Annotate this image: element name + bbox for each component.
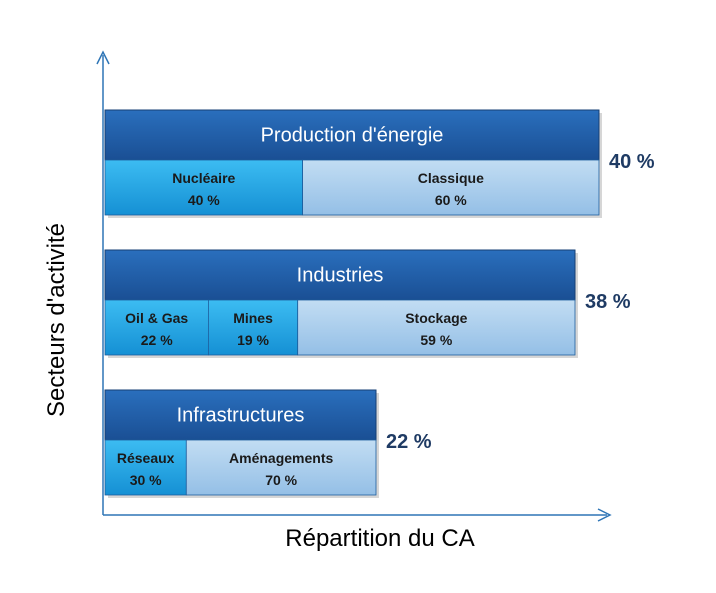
- segment-value-reseaux: 30 %: [130, 472, 162, 488]
- sector-infrastructures: Infrastructures Réseaux 30 % Aménagements 70…: [104, 389, 432, 498]
- segment-bar-oil-gas: [104, 299, 209, 356]
- sector-production-d-energie: Production d'énergie Nucléaire 40 % Classiq…: [104, 109, 655, 218]
- segment-bar-stockage: [297, 299, 576, 356]
- segment-bar-amenagements: [185, 439, 377, 496]
- sector-header-bar: [104, 389, 377, 441]
- segment-name-amenagements: Aménagements: [229, 450, 333, 466]
- segment-name-mines: Mines: [233, 310, 273, 326]
- segment-name-stockage: Stockage: [405, 310, 467, 326]
- sector-header-bar: [104, 249, 576, 301]
- sector-share-label: 40 %: [609, 151, 655, 173]
- segment-value-classique: 60 %: [435, 192, 467, 208]
- x-axis-title: Répartition du CA: [285, 525, 474, 552]
- segment-name-oil-gas: Oil & Gas: [125, 310, 188, 326]
- sector-share-label: 38 %: [585, 291, 631, 313]
- segment-value-oil-gas: 22 %: [141, 332, 173, 348]
- y-axis-title: Secteurs d'activité: [43, 223, 70, 417]
- sector-bars: Production d'énergie Nucléaire 40 % Classiq…: [104, 109, 655, 498]
- sector-title: Production d'énergie: [261, 124, 444, 146]
- segment-value-nucleaire: 40 %: [188, 192, 220, 208]
- segment-name-classique: Classique: [418, 170, 484, 186]
- segment-bar-nucleaire: [104, 159, 304, 216]
- segment-name-nucleaire: Nucléaire: [172, 170, 235, 186]
- segment-name-reseaux: Réseaux: [117, 450, 175, 466]
- sector-industries: Industries Oil & Gas 22 % Mines 19 % Stockage…: [104, 249, 631, 358]
- segment-value-stockage: 59 %: [420, 332, 452, 348]
- x-axis-arrowhead: [597, 508, 612, 522]
- segment-bar-reseaux: [104, 439, 187, 496]
- sector-title: Infrastructures: [177, 404, 305, 426]
- y-axis-arrowhead: [96, 50, 110, 65]
- sector-share-label: 22 %: [386, 431, 432, 453]
- segment-bar-classique: [302, 159, 600, 216]
- segment-bar-mines: [207, 299, 299, 356]
- segment-value-mines: 19 %: [237, 332, 269, 348]
- sector-title: Industries: [297, 264, 384, 286]
- segment-value-amenagements: 70 %: [265, 472, 297, 488]
